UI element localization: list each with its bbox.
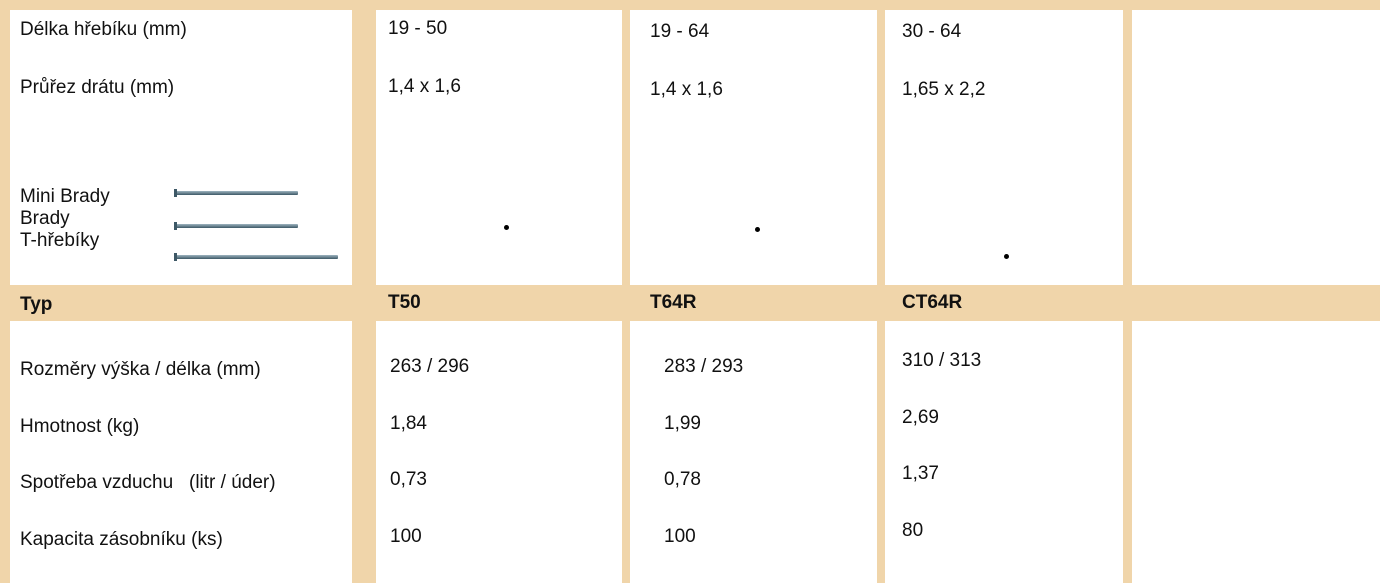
compat-dot xyxy=(1004,254,1009,259)
cell-text: T-hřebíky xyxy=(20,230,100,251)
cell-text: Brady xyxy=(20,208,70,229)
cell xyxy=(10,321,352,583)
cell-text: 0,73 xyxy=(390,469,427,490)
cell-text: Rozměry výška / délka (mm) xyxy=(20,359,261,380)
cell-text: Hmotnost (kg) xyxy=(20,415,140,437)
cell-text: 30 - 64 xyxy=(902,21,962,42)
cell xyxy=(885,10,1123,285)
cell-text: 310 / 313 xyxy=(902,350,982,371)
cell xyxy=(376,321,622,583)
cell-text: T64R xyxy=(650,292,697,313)
cell-text: T50 xyxy=(388,292,421,313)
cell xyxy=(10,10,352,285)
cell-text: 100 xyxy=(390,525,422,547)
cell-text: 100 xyxy=(664,525,696,547)
cell xyxy=(885,321,1123,583)
cell xyxy=(1132,321,1380,583)
cell-text: 0,78 xyxy=(664,469,701,490)
cell-text: Kapacita zásobníku (ks) xyxy=(20,528,223,550)
cell-text: 19 - 50 xyxy=(388,18,448,39)
cell-text: 283 / 293 xyxy=(664,356,744,377)
compat-dot xyxy=(755,227,760,232)
nail-image xyxy=(174,189,298,197)
cell-text: Spotřeba vzduchu (litr / úder) xyxy=(20,472,276,493)
cell-text: 2,69 xyxy=(902,406,939,428)
cell-text: 19 - 64 xyxy=(650,21,710,42)
cell-text: 80 xyxy=(902,519,924,541)
cell-text: Průřez drátu (mm) xyxy=(20,77,175,98)
nail-image xyxy=(174,222,298,230)
cell-text: CT64R xyxy=(902,292,963,313)
compat-dot xyxy=(504,225,509,230)
cell xyxy=(376,10,622,285)
cell-text: 1,4 x 1,6 xyxy=(650,79,723,100)
cell-text: Mini Brady xyxy=(20,186,110,207)
cell-text: Délka hřebíku (mm) xyxy=(20,19,187,40)
cell xyxy=(1132,10,1380,285)
cell-text: 1,65 x 2,2 xyxy=(902,79,986,100)
cell-text: Typ xyxy=(20,294,53,315)
cell xyxy=(630,10,877,285)
cell-text: 1,4 x 1,6 xyxy=(388,76,461,97)
cell-text: 263 / 296 xyxy=(390,356,470,377)
nail-image xyxy=(174,253,338,261)
cell xyxy=(630,321,877,583)
cell-text: 1,99 xyxy=(664,412,701,434)
cell-text: 1,84 xyxy=(390,412,427,434)
cell-text: 1,37 xyxy=(902,463,939,484)
